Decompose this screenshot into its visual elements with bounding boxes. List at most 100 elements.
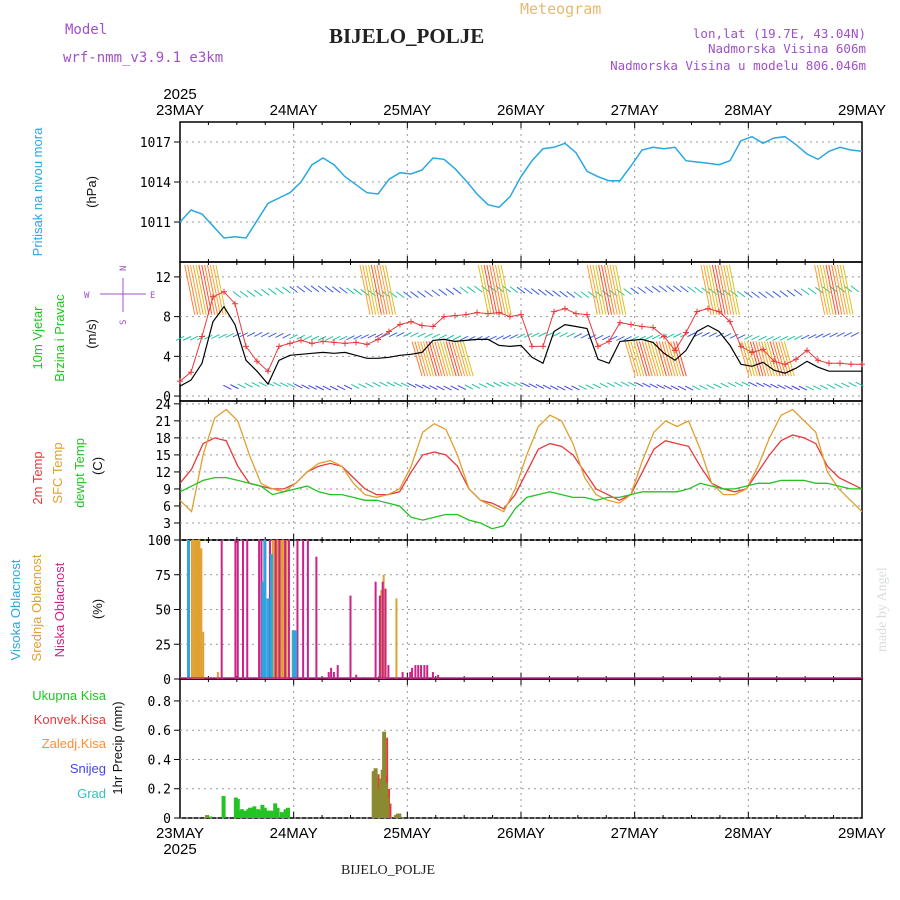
- wind-arrow: [268, 332, 277, 338]
- wind-arrow: [594, 334, 604, 340]
- cloud-mid-bar: [285, 540, 288, 679]
- ytick-label: 12: [155, 271, 171, 286]
- wind-arrow: [808, 334, 817, 339]
- ytick-label: 9: [163, 483, 171, 498]
- precip-total-bar: [248, 807, 253, 818]
- wind-arrow: [359, 264, 371, 315]
- cloud-low-bar: [374, 581, 377, 679]
- wind-arrow: [502, 334, 512, 340]
- wind-arrow: [198, 264, 210, 315]
- cloud-low-bar: [409, 672, 412, 679]
- gust-marker: [562, 305, 568, 312]
- cloud-low-bar: [306, 540, 309, 679]
- station-title: BIJELO_POLJE: [329, 24, 484, 48]
- wind-arrow: [783, 341, 795, 377]
- wind-arrow: [758, 335, 767, 341]
- wind-arrow: [431, 333, 440, 339]
- wind-arrow: [385, 264, 397, 315]
- wind-arrow: [641, 341, 653, 377]
- cloud-low-bar: [387, 665, 390, 679]
- wind-arrow: [772, 336, 781, 341]
- date-label-bottom: 27MAY: [611, 825, 659, 842]
- year-label-bottom: 2025: [163, 841, 196, 858]
- wind-arrow: [744, 291, 753, 298]
- wind-arrow: [749, 341, 761, 377]
- wind-arrow: [673, 341, 684, 377]
- wind-arrow: [474, 285, 483, 293]
- wind-arrow: [636, 341, 648, 377]
- wind-arrow: [346, 287, 355, 295]
- precip-conv-edge: [386, 737, 389, 818]
- cloud-low-bar: [302, 540, 305, 679]
- ytick-label: 1017: [140, 136, 171, 151]
- wind-arrow: [509, 286, 519, 293]
- wind-panel-labels: 10m Vjetar Brzina i Pravac (m/s): [30, 294, 99, 382]
- wind-arrow: [720, 264, 732, 315]
- wind-arrow: [717, 264, 729, 315]
- wind-arrow: [275, 287, 284, 295]
- gust-marker: [397, 321, 403, 328]
- footer-station: BIJELO_POLJE: [341, 863, 435, 878]
- wind-arrow: [407, 383, 417, 388]
- gust-marker: [265, 368, 271, 375]
- wind-arrow: [770, 383, 779, 389]
- ytick-label: 0: [163, 534, 171, 549]
- wind-arrow: [573, 291, 583, 299]
- wind-arrow: [374, 290, 384, 298]
- ytick-label: 12: [155, 466, 171, 481]
- precip-legend-snow: Snijeg: [70, 761, 106, 776]
- wind-arrow: [807, 287, 817, 295]
- wind-arrow: [694, 332, 703, 337]
- wind-arrow: [260, 288, 270, 296]
- wind-arrow: [729, 290, 739, 298]
- wind-arrow: [623, 288, 632, 296]
- model-label: Model: [65, 22, 107, 38]
- wind-arrow: [422, 341, 434, 377]
- gust-marker: [441, 313, 447, 320]
- wind-arrow: [638, 341, 650, 377]
- credit-label: made by Angel: [875, 567, 890, 652]
- date-label-top: 28MAY: [724, 102, 772, 119]
- wind-arrow: [332, 335, 341, 341]
- wind-arrow: [336, 385, 346, 391]
- wind-arrow: [825, 264, 837, 315]
- pressure-title: Pritisak na nivou mora: [30, 127, 45, 256]
- wind-arrow: [839, 264, 851, 315]
- pressure-line: [179, 135, 863, 239]
- wind-arrow: [566, 332, 575, 338]
- gust-marker: [452, 312, 458, 319]
- wind-arrow: [535, 383, 545, 389]
- wind-arrow: [445, 288, 455, 295]
- wind-subtitle: Brzina i Pravac: [52, 294, 67, 382]
- wind-arrow: [769, 341, 781, 377]
- wind-arrow: [706, 384, 715, 390]
- wind-arrow: [239, 290, 249, 298]
- compass-south: S: [119, 320, 129, 325]
- precip-total-bar: [275, 807, 280, 818]
- date-label-top: 25MAY: [383, 102, 431, 119]
- gust-marker: [705, 305, 711, 312]
- wind-arrow: [521, 382, 530, 388]
- ytick-label: 24: [155, 398, 171, 413]
- cloud-low-bar: [437, 674, 440, 679]
- gust-marker: [837, 360, 843, 367]
- wind-arrow: [414, 341, 426, 377]
- dewpt-line: [179, 476, 862, 530]
- cloud-panel-labels: Visoka Oblacnost Srednja Oblacnost Niska…: [8, 554, 105, 661]
- wind-arrow: [822, 286, 831, 294]
- wind-title: 10m Vjetar: [30, 306, 45, 370]
- wind-arrow: [287, 382, 296, 388]
- wind-arrow: [635, 382, 644, 388]
- precip-conv-bar: [385, 797, 390, 818]
- precip-total-bar: [262, 807, 267, 818]
- wind-arrow: [211, 334, 220, 340]
- wind-arrow: [310, 335, 320, 341]
- wind-arrow: [746, 341, 758, 377]
- wind-arrows: [175, 264, 864, 391]
- wind-arrow: [713, 383, 722, 389]
- wind-arrow: [500, 381, 509, 387]
- compass-north: N: [119, 266, 129, 271]
- wind-arrow: [268, 288, 277, 295]
- wind-arrow: [708, 332, 718, 338]
- precip-total-bar: [235, 798, 240, 818]
